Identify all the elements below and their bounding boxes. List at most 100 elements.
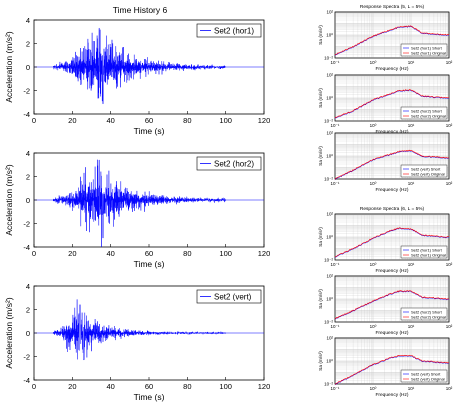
spectrum-short-line	[334, 228, 450, 258]
legend-label: Set2 (hor1) Original	[411, 252, 446, 257]
y-tick-label: 10⁻²	[324, 258, 333, 263]
x-tick-label: 20	[68, 382, 76, 391]
spectrum-original-line	[334, 149, 450, 180]
x-tick-label: 10⁰	[370, 262, 377, 267]
x-tick-label: 10⁰	[370, 123, 377, 128]
x-tick-label: 80	[183, 116, 191, 125]
y-tick-label: 10⁰	[326, 154, 333, 159]
x-tick-label: 10⁻¹	[331, 123, 340, 128]
x-axis-label: Time (s)	[134, 259, 165, 269]
legend-label: Set2 (hor1) Short	[411, 247, 443, 252]
x-tick-label: 40	[106, 249, 114, 258]
spectrum-original-line	[334, 89, 450, 119]
x-tick-label: 120	[258, 382, 271, 391]
acceleration-series-line	[52, 299, 226, 361]
y-axis-label: Sa (m/s²)	[318, 227, 324, 247]
spectra-title: Response Spectra (6, L = 5%)	[360, 206, 425, 212]
legend-label: Set2 (hor2)	[214, 160, 254, 169]
y-tick-label: 0	[26, 329, 30, 338]
y-tick-label: 0	[26, 63, 30, 72]
x-tick-label: 10⁰	[370, 324, 377, 329]
y-tick-label: 4	[26, 149, 30, 158]
x-tick-label: 10⁻¹	[331, 386, 340, 391]
x-axis-label: Frequency (Hz)	[375, 392, 408, 398]
x-axis-label: Frequency (Hz)	[375, 129, 408, 135]
response-spectra-group: Response Spectra (6, L = 5%)10⁻¹ 10⁰ 10¹ 10…	[318, 206, 453, 398]
y-axis-label: Acceleration (m/s²)	[4, 31, 14, 102]
x-tick-label: 10⁻¹	[331, 60, 340, 65]
spectrum-panel: 10⁻¹ 10⁰ 10¹ 10² 10⁻² 10⁰ 10² Frequency (Hz) Sa …	[318, 336, 453, 399]
y-axis-label: Sa (m/s²)	[318, 289, 324, 309]
x-tick-label: 20	[68, 116, 76, 125]
y-tick-label: 10²	[326, 10, 333, 15]
legend-label: Set2 (vert) Original	[411, 376, 445, 381]
legend: Set2 (vert)	[196, 289, 262, 304]
y-tick-label: 10²	[326, 274, 333, 279]
y-tick-label: 0	[26, 196, 30, 205]
spectrum-short-line	[334, 89, 450, 119]
y-axis-label: Acceleration (m/s²)	[4, 164, 14, 235]
x-tick-label: 20	[68, 249, 76, 258]
y-axis-label: Acceleration (m/s²)	[4, 297, 14, 368]
time-history-panel: 0 20 40 60 80 100 120 -4 -2 0 2 4 Time (s) Accelerati…	[4, 282, 270, 402]
x-tick-label: 0	[32, 382, 36, 391]
legend-box	[400, 307, 448, 321]
x-axis-label: Frequency (Hz)	[375, 187, 408, 193]
x-axis-label: Frequency (Hz)	[375, 330, 408, 336]
plot-frame	[334, 11, 450, 59]
y-tick-label: -2	[23, 353, 30, 362]
legend-box	[400, 369, 448, 383]
legend-label: Set2 (hor1) Short	[411, 45, 443, 50]
x-tick-label: 60	[145, 116, 153, 125]
y-tick-label: -2	[23, 220, 30, 229]
x-tick-label: 10¹	[408, 324, 415, 329]
x-tick-label: 0	[32, 116, 36, 125]
x-tick-label: 120	[258, 249, 271, 258]
y-tick-label: 4	[26, 282, 30, 291]
legend-box	[196, 23, 262, 38]
x-tick-label: 100	[219, 249, 232, 258]
spectrum-short-line	[334, 355, 449, 386]
legend-box	[400, 43, 448, 57]
x-tick-label: 10⁻¹	[331, 181, 340, 186]
x-tick-label: 80	[183, 249, 191, 258]
x-tick-label: 10²	[446, 123, 453, 128]
legend-box	[196, 156, 262, 171]
y-tick-label: 2	[26, 173, 30, 182]
spectrum-short-line	[334, 290, 450, 320]
spectrum-panel: 10⁻¹ 10⁰ 10¹ 10² 10⁻² 10⁰ 10² Frequency (Hz) Sa …	[318, 212, 453, 275]
y-tick-label: -4	[23, 110, 30, 119]
spectrum-panel: 10⁻¹ 10⁰ 10¹ 10² 10⁻² 10⁰ 10² Frequency (Hz) Sa …	[318, 274, 453, 337]
y-tick-label: 10⁻²	[324, 56, 333, 61]
x-tick-label: 10⁻¹	[331, 262, 340, 267]
spectrum-original-line	[334, 290, 450, 320]
x-tick-label: 10¹	[408, 386, 415, 391]
x-tick-label: 120	[258, 116, 271, 125]
y-tick-label: 2	[26, 40, 30, 49]
time-history-panel: 0 20 40 60 80 100 120 -4 -2 0 2 4 Time (s) Accelerati…	[4, 149, 270, 269]
x-tick-label: 60	[145, 382, 153, 391]
plot-frame	[334, 213, 450, 261]
spectrum-panel: 10⁻¹ 10⁰ 10¹ 10² 10⁻² 10⁰ 10² Frequency (Hz) Sa …	[318, 10, 453, 73]
x-tick-label: 10²	[446, 324, 453, 329]
legend: Set2 (hor1)	[196, 23, 262, 38]
x-tick-label: 80	[183, 382, 191, 391]
legend: Set2 (hor2)	[196, 156, 262, 171]
legend-label: Set2 (hor2) Original	[411, 314, 446, 319]
y-tick-label: 10²	[326, 212, 333, 217]
y-tick-label: 10⁻²	[324, 119, 333, 124]
y-tick-label: 10²	[326, 131, 333, 136]
y-tick-label: 10⁰	[326, 33, 333, 38]
acceleration-series-line	[52, 159, 226, 248]
legend-label: Set2 (hor1)	[214, 27, 254, 36]
x-tick-label: 0	[32, 249, 36, 258]
y-tick-label: -4	[23, 243, 30, 252]
y-tick-label: 10⁻²	[324, 320, 333, 325]
plot-frame	[334, 132, 450, 180]
spectrum-panel: 10⁻¹ 10⁰ 10¹ 10² 10⁻² 10⁰ 10² Frequency (Hz) Sa …	[318, 73, 453, 136]
